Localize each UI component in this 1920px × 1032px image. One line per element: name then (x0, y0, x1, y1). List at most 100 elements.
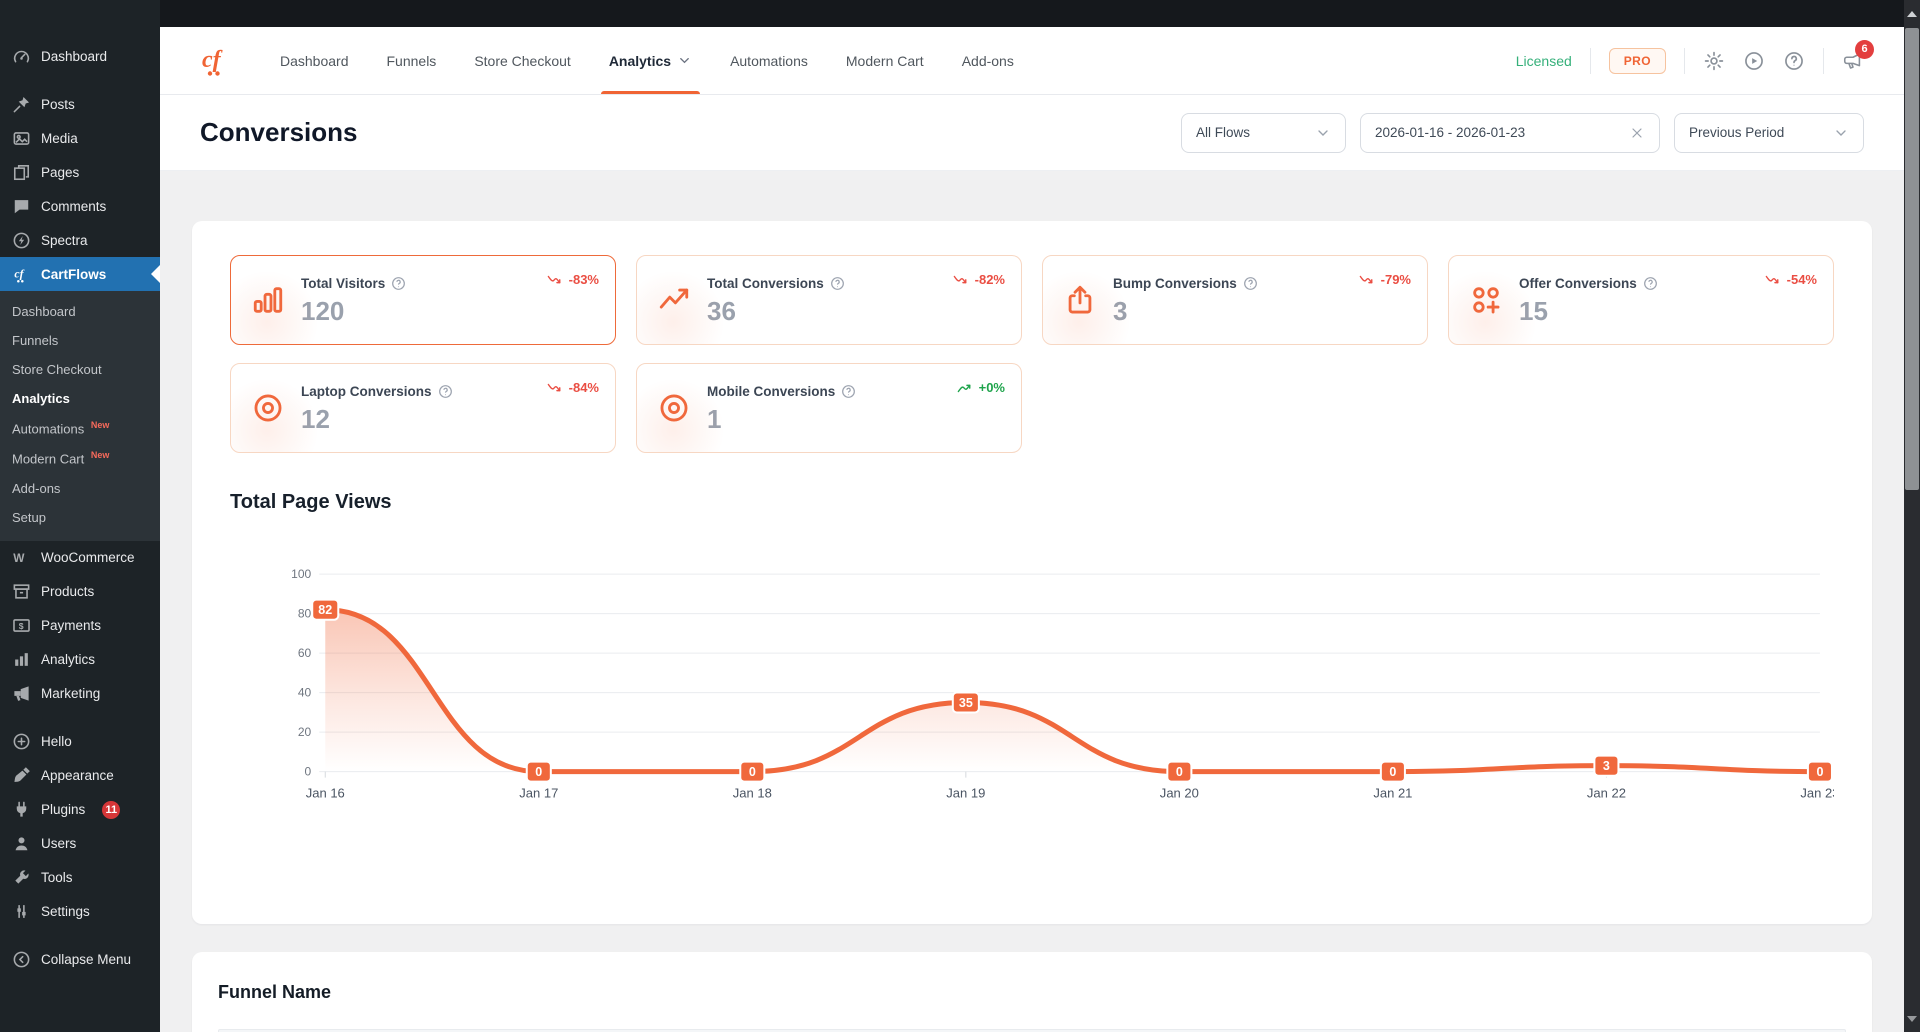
svg-text:82: 82 (318, 603, 332, 617)
trend-up-icon (956, 381, 973, 395)
compare-period-select[interactable]: Previous Period (1674, 112, 1864, 153)
svg-text:Jan 19: Jan 19 (946, 786, 985, 801)
stat-card-body: Bump Conversions 3 (1113, 276, 1258, 324)
update-count-badge: 11 (102, 800, 121, 819)
svg-text:Jan 16: Jan 16 (306, 786, 345, 801)
trend-down-icon (546, 273, 563, 287)
scroll-down-arrow-icon[interactable] (1907, 1016, 1917, 1027)
sidebar-item-payments[interactable]: $ Payments (0, 609, 160, 643)
trend-value: -79% (1380, 272, 1411, 287)
browser-scrollbar[interactable] (1904, 0, 1920, 1032)
play-tutorial-icon[interactable] (1743, 50, 1765, 72)
sidebar-item-label: Plugins (41, 802, 86, 818)
stat-card-total-visitors[interactable]: Total Visitors 120 -83% (230, 255, 616, 345)
sidebar-subitem-modern-cart[interactable]: Modern Cart New (12, 450, 110, 467)
cartflows-icon: cf (12, 265, 31, 284)
topnav-item-analytics[interactable]: Analytics (600, 27, 701, 94)
sidebar-item-users[interactable]: Users (0, 827, 160, 861)
stat-label: Offer Conversions (1519, 276, 1637, 291)
sidebar-item-hello[interactable]: Hello (0, 725, 160, 759)
sidebar-item-posts[interactable]: Posts (0, 87, 160, 121)
announcements-megaphone-icon[interactable]: 6 (1842, 39, 1874, 72)
svg-text:80: 80 (298, 607, 312, 621)
trend-value: +0% (978, 380, 1005, 395)
stat-card-body: Total Conversions 36 (707, 276, 845, 324)
sidebar-item-pages[interactable]: Pages (0, 155, 160, 189)
trend-value: -83% (568, 272, 599, 287)
stat-card-laptop-conversions[interactable]: Laptop Conversions 12 -84% (230, 363, 616, 453)
help-circle-icon[interactable] (391, 276, 406, 291)
topnav-item-label: Store Checkout (474, 52, 571, 69)
help-icon[interactable] (1783, 50, 1805, 72)
trend-indicator: -82% (952, 272, 1005, 287)
sidebar-item-plugins[interactable]: Plugins 11 (0, 793, 160, 827)
settings-gear-icon[interactable] (1703, 50, 1725, 72)
sidebar-subitem-store-checkout[interactable]: Store Checkout (12, 362, 102, 377)
stat-label: Mobile Conversions (707, 384, 836, 399)
help-circle-icon[interactable] (830, 276, 845, 291)
sidebar-item-comments[interactable]: Comments (0, 189, 160, 223)
date-range-input[interactable]: 2026-01-16 - 2026-01-23 (1360, 112, 1660, 153)
stat-value: 1 (707, 406, 856, 432)
trend-up-card-icon (657, 283, 691, 317)
help-circle-icon[interactable] (1643, 276, 1658, 291)
sidebar-item-collapse-menu[interactable]: Collapse Menu (0, 943, 160, 977)
wp-admin-sidebar: Dashboard Posts Media Pages Comments Spectra c… (0, 0, 160, 1032)
scrollbar-thumb[interactable] (1905, 28, 1919, 490)
help-circle-icon[interactable] (841, 384, 856, 399)
chart-title: Total Page Views (230, 491, 392, 513)
sidebar-item-label: Products (41, 584, 95, 600)
sidebar-item-label: CartFlows (41, 266, 107, 282)
topnav-item-dashboard[interactable]: Dashboard (280, 27, 349, 94)
sidebar-subitem-add-ons[interactable]: Add-ons (12, 480, 61, 496)
sidebar-item-analytics[interactable]: Analytics (0, 643, 160, 677)
divider (1684, 47, 1685, 74)
sidebar-item-woocommerce[interactable]: W WooCommerce (0, 541, 160, 575)
cartflows-logo[interactable]: cf (200, 45, 236, 77)
stat-card-title: Offer Conversions (1519, 276, 1658, 291)
license-status: Licensed (1515, 52, 1572, 69)
svg-text:cf: cf (14, 266, 24, 280)
stat-card-body: Total Visitors 120 (301, 276, 406, 324)
sidebar-subitem-funnels[interactable]: Funnels (12, 333, 59, 348)
topnav-item-store-checkout[interactable]: Store Checkout (474, 27, 571, 94)
sidebar-subitem-analytics[interactable]: Analytics (12, 391, 70, 406)
stat-card-offer-conversions[interactable]: Offer Conversions 15 -54% (1448, 255, 1834, 345)
sidebar-item-media[interactable]: Media (0, 121, 160, 155)
help-circle-icon[interactable] (1243, 276, 1258, 291)
wp-admin-bar (160, 0, 1904, 27)
brush-icon (12, 766, 31, 785)
sidebar-item-marketing[interactable]: Marketing (0, 677, 160, 711)
pro-badge[interactable]: PRO (1608, 47, 1666, 74)
sidebar-item-label: Posts (41, 96, 75, 112)
sidebar-subitem-automations[interactable]: Automations New (12, 420, 110, 437)
stat-value: 12 (301, 406, 453, 432)
sidebar-subitem-dashboard[interactable]: Dashboard (12, 304, 76, 319)
help-circle-icon[interactable] (438, 384, 453, 399)
sidebar-item-products[interactable]: Products (0, 575, 160, 609)
cartflows-submenu: Dashboard Funnels Store Checkout Analytics A… (0, 291, 160, 541)
stat-card-mobile-conversions[interactable]: Mobile Conversions 1 +0% (636, 363, 1022, 453)
topnav-item-modern-cart[interactable]: Modern Cart (846, 27, 924, 94)
topnav-right: Licensed PRO 6 (1515, 39, 1874, 74)
trend-indicator: +0% (956, 380, 1005, 395)
sidebar-item-appearance[interactable]: Appearance (0, 759, 160, 793)
topnav-item-automations[interactable]: Automations (730, 27, 808, 94)
svg-text:Jan 22: Jan 22 (1587, 786, 1626, 801)
scroll-up-arrow-icon[interactable] (1907, 6, 1917, 17)
sidebar-item-tools[interactable]: Tools (0, 861, 160, 895)
funnel-table-header (218, 1029, 1846, 1032)
stat-card-total-conversions[interactable]: Total Conversions 36 -82% (636, 255, 1022, 345)
sidebar-item-spectra[interactable]: Spectra (0, 223, 160, 257)
sidebar-item-settings[interactable]: Settings (0, 895, 160, 929)
user-icon (12, 834, 31, 853)
sidebar-item-dashboard[interactable]: Dashboard (0, 39, 160, 73)
flows-filter-select[interactable]: All Flows (1181, 112, 1346, 153)
stat-card-bump-conversions[interactable]: Bump Conversions 3 -79% (1042, 255, 1428, 345)
topnav-item-funnels[interactable]: Funnels (387, 27, 437, 94)
sidebar-subitem-setup[interactable]: Setup (12, 509, 46, 525)
svg-text:100: 100 (291, 567, 311, 581)
clear-date-icon[interactable] (1629, 125, 1645, 141)
topnav-item-add-ons[interactable]: Add-ons (962, 27, 1014, 94)
sidebar-item-cartflows[interactable]: cf CartFlows (0, 257, 160, 291)
